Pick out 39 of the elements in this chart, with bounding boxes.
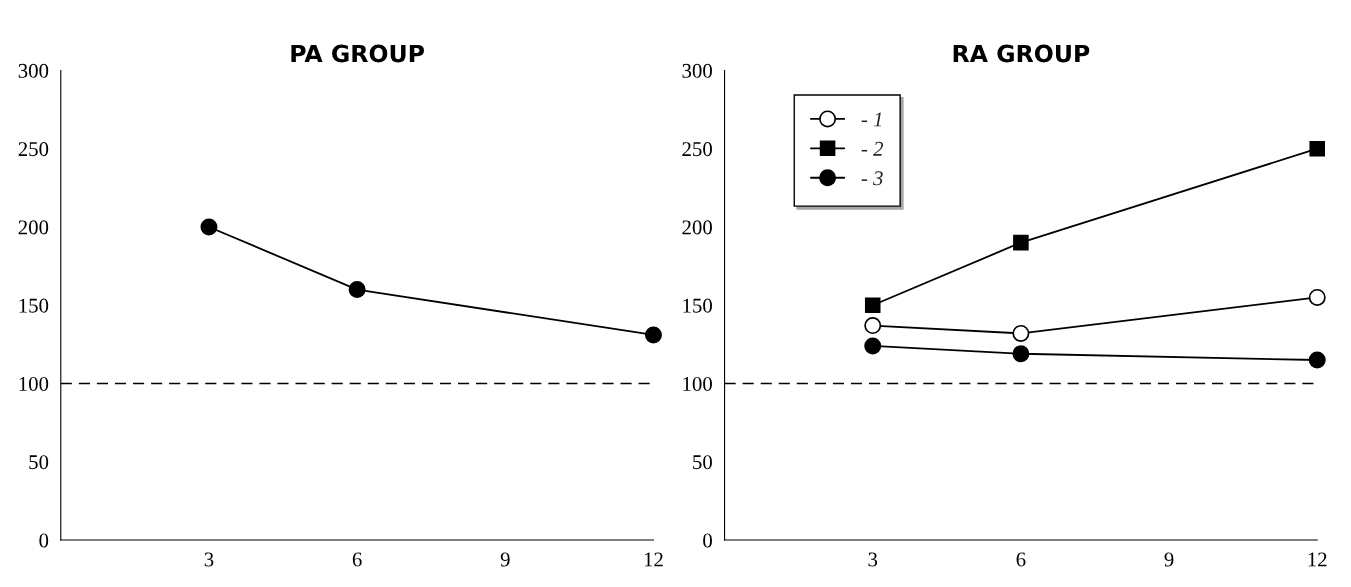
x-tick-label: 3 — [204, 552, 214, 567]
y-tick-label: 150 — [19, 298, 49, 313]
point — [1012, 324, 1030, 342]
y-tick-label: 0 — [703, 533, 712, 548]
chart-title: RA GROUP — [953, 44, 1090, 63]
point — [1013, 234, 1029, 251]
x-tick-label: 12 — [644, 552, 663, 567]
x-tick-label: 9 — [500, 552, 510, 567]
y-tick-label: 250 — [682, 142, 712, 157]
x-tick-label: 9 — [1164, 552, 1174, 567]
x-tick-label: 3 — [868, 552, 878, 567]
x-tick-label: 12 — [1308, 552, 1327, 567]
y-tick-label: 300 — [682, 63, 712, 78]
point — [1308, 351, 1326, 369]
point — [1012, 345, 1030, 363]
point — [1308, 288, 1326, 306]
y-tick-label: 200 — [682, 220, 712, 235]
y-tick-label: 50 — [693, 455, 712, 470]
point — [348, 281, 366, 299]
y-tick-label: 150 — [683, 298, 712, 313]
legend-label: - 1 — [861, 112, 882, 127]
point — [864, 317, 882, 335]
y-tick-label: 100 — [19, 376, 49, 391]
legend-label: - 3 — [861, 171, 883, 186]
y-tick-label: 0 — [39, 533, 49, 548]
chart-title: PA GROUP — [291, 44, 425, 63]
point — [864, 297, 881, 314]
legend-label: - 2 — [861, 141, 884, 156]
point — [864, 337, 882, 355]
y-tick-label: 300 — [18, 63, 49, 78]
y-tick-label: 50 — [29, 455, 49, 470]
x-tick-label: 6 — [352, 552, 362, 567]
y-tick-label: 100 — [683, 376, 712, 391]
y-tick-label: 200 — [18, 220, 49, 235]
point — [644, 326, 662, 344]
point — [1309, 140, 1326, 157]
point — [200, 218, 218, 236]
y-tick-label: 250 — [18, 142, 49, 157]
x-tick-label: 6 — [1016, 552, 1026, 567]
